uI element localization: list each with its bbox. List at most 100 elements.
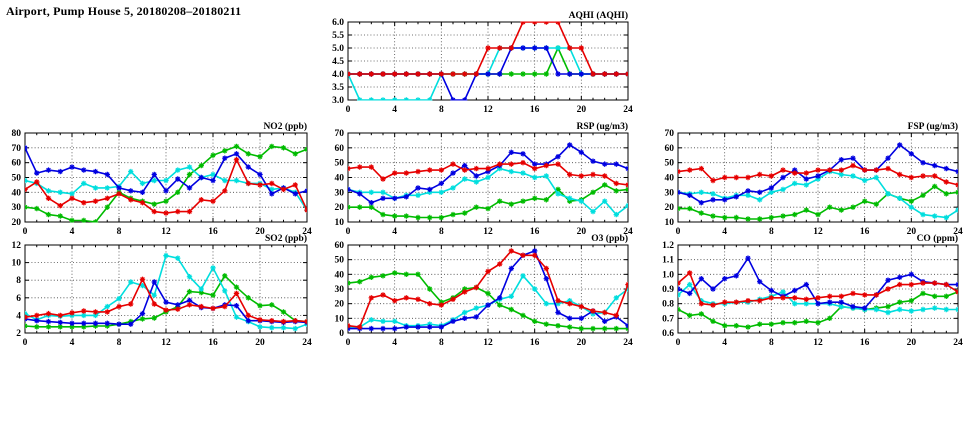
svg-text:12: 12 (12, 241, 22, 251)
svg-text:20: 20 (577, 338, 587, 348)
co-chart: 0 4 8 12 16 20 24 0.6 0.7 0.8 0.9 1.0 1.1 1.2 CO (ppm) (662, 233, 963, 348)
svg-text:4: 4 (70, 338, 75, 348)
aqhi-markers-red (348, 21, 628, 77)
svg-text:20: 20 (907, 227, 917, 237)
svg-text:20: 20 (335, 300, 345, 310)
svg-text:30: 30 (12, 203, 22, 213)
svg-text:10: 10 (12, 259, 22, 269)
svg-text:8: 8 (439, 227, 444, 237)
svg-text:60: 60 (335, 144, 345, 154)
svg-text:0: 0 (676, 227, 681, 237)
svg-text:4.0: 4.0 (332, 70, 344, 80)
svg-text:4: 4 (392, 227, 397, 237)
svg-text:12: 12 (161, 227, 171, 237)
svg-text:10: 10 (665, 218, 675, 228)
svg-text:70: 70 (12, 144, 22, 154)
o3-series-green (348, 272, 628, 330)
svg-text:20: 20 (255, 227, 265, 237)
svg-text:0.7: 0.7 (662, 314, 674, 324)
chart-panel-so2: 0 4 8 12 16 20 24 2 4 6 8 10 12 SO2 (ppb) (0, 231, 320, 350)
svg-text:0.6: 0.6 (662, 329, 674, 339)
so2-series-cyan (25, 254, 307, 330)
svg-text:70: 70 (665, 129, 675, 139)
chart-panel-co: 0 4 8 12 16 20 24 0.6 0.7 0.8 0.9 1.0 1.1 1.2 CO (ppm) (646, 231, 971, 350)
svg-text:20: 20 (907, 338, 917, 348)
svg-text:4.5: 4.5 (332, 57, 344, 67)
svg-text:60: 60 (335, 241, 345, 251)
svg-text:50: 50 (335, 159, 345, 169)
svg-text:40: 40 (12, 188, 22, 198)
rsp-markers-red (348, 160, 628, 188)
svg-text:3.5: 3.5 (332, 83, 344, 93)
fsp-chart: 0 4 8 12 16 20 24 10 20 30 40 50 60 70 FSP (ug/m3) (665, 121, 964, 237)
aqhi-chart: 0 4 8 12 16 20 24 3.0 3.5 4.0 4.5 5.0 5.5 6.0 AQHI (AQ… (332, 10, 633, 115)
fsp-title: FSP (ug/m3) (908, 121, 958, 132)
svg-text:6.0: 6.0 (332, 18, 344, 28)
svg-text:60: 60 (665, 144, 675, 154)
chart-panel-fsp: 0 4 8 12 16 20 24 10 20 30 40 50 60 70 FSP (ug/m3) (646, 119, 971, 239)
svg-text:12: 12 (483, 105, 493, 115)
co-series-blue (678, 256, 958, 309)
co-markers-red (678, 270, 958, 308)
svg-text:4: 4 (16, 311, 21, 321)
svg-text:10: 10 (335, 314, 345, 324)
chart-panel-o3: 0 4 8 12 16 20 24 0 10 20 30 40 50 60 O3 (ppb) (316, 231, 641, 350)
svg-text:5.0: 5.0 (332, 44, 344, 54)
svg-text:4: 4 (392, 338, 397, 348)
svg-text:0.9: 0.9 (662, 285, 674, 295)
svg-text:40: 40 (335, 270, 345, 280)
svg-text:8: 8 (769, 338, 774, 348)
svg-text:6: 6 (16, 294, 21, 304)
svg-text:0: 0 (339, 329, 344, 339)
svg-text:24: 24 (302, 227, 312, 237)
svg-text:4: 4 (70, 227, 75, 237)
svg-text:0.8: 0.8 (662, 300, 674, 310)
chart-panel-aqhi: 0 4 8 12 16 20 24 3.0 3.5 4.0 4.5 5.0 5.5 6.0 AQHI (AQ… (316, 8, 641, 117)
page-title: Airport, Pump House 5, 20180208–20180211 (6, 4, 242, 18)
svg-text:1.2: 1.2 (662, 241, 674, 251)
svg-text:20: 20 (255, 338, 265, 348)
svg-text:30: 30 (335, 188, 345, 198)
svg-text:12: 12 (813, 227, 823, 237)
svg-text:24: 24 (953, 338, 963, 348)
svg-text:8: 8 (117, 227, 122, 237)
svg-text:16: 16 (208, 227, 218, 237)
svg-text:0: 0 (23, 227, 28, 237)
svg-text:8: 8 (16, 276, 21, 286)
svg-text:24: 24 (623, 227, 633, 237)
svg-text:10: 10 (335, 218, 345, 228)
svg-text:20: 20 (577, 105, 587, 115)
svg-text:40: 40 (665, 174, 675, 184)
svg-text:20: 20 (577, 227, 587, 237)
svg-text:30: 30 (335, 285, 345, 295)
svg-text:4: 4 (392, 105, 397, 115)
no2-series-blue (25, 147, 307, 195)
svg-text:12: 12 (483, 338, 493, 348)
svg-text:12: 12 (483, 227, 493, 237)
svg-text:24: 24 (302, 338, 312, 348)
svg-text:8: 8 (769, 227, 774, 237)
svg-text:16: 16 (860, 338, 870, 348)
svg-text:0: 0 (23, 338, 28, 348)
co-title: CO (ppm) (917, 233, 958, 244)
svg-text:16: 16 (530, 227, 540, 237)
no2-markers-red (25, 157, 307, 216)
chart-panel-no2: 0 4 8 12 16 20 24 20 30 40 50 60 70 80 NO2 (ppb) (0, 119, 320, 239)
svg-text:50: 50 (665, 159, 675, 169)
svg-text:0: 0 (346, 227, 351, 237)
svg-text:0: 0 (346, 105, 351, 115)
aqhi-title: AQHI (AQHI) (569, 10, 628, 21)
svg-text:50: 50 (12, 174, 22, 184)
o3-title: O3 (ppb) (591, 233, 628, 244)
svg-text:16: 16 (208, 338, 218, 348)
svg-text:50: 50 (335, 256, 345, 266)
svg-text:4: 4 (722, 338, 727, 348)
svg-text:8: 8 (439, 338, 444, 348)
no2-chart: 0 4 8 12 16 20 24 20 30 40 50 60 70 80 NO2 (ppb) (12, 121, 313, 237)
svg-text:1.0: 1.0 (662, 270, 674, 280)
chart-panel-rsp: 0 4 8 12 16 20 24 10 20 30 40 50 60 70 RSP (ug/m3) (316, 119, 641, 239)
svg-text:16: 16 (860, 227, 870, 237)
svg-text:1.1: 1.1 (662, 256, 674, 266)
svg-text:24: 24 (953, 227, 963, 237)
